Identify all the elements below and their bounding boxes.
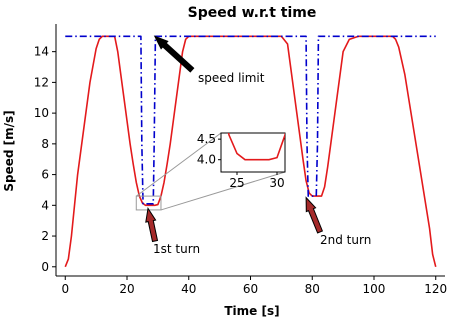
annotation-2nd-turn: 2nd turn xyxy=(320,233,371,247)
zoom-connector xyxy=(160,171,286,211)
x-tick-label: 20 xyxy=(119,282,134,296)
x-tick-label: 40 xyxy=(181,282,196,296)
zoom-connector xyxy=(135,132,222,197)
inset-x-tick-label: 30 xyxy=(269,176,284,190)
first-turn-arrow xyxy=(145,207,159,243)
speed-limit-line xyxy=(65,35,436,205)
x-tick-label: 120 xyxy=(424,282,447,296)
y-tick-label: 4 xyxy=(41,198,49,212)
x-tick-label: 0 xyxy=(61,282,69,296)
speed-line xyxy=(64,35,437,268)
y-axis-label: Speed [m/s] xyxy=(2,110,16,191)
annotation-speed-limit: speed limit xyxy=(198,71,265,85)
y-tick-label: 6 xyxy=(41,168,49,182)
inset-y-tick-label: 4.0 xyxy=(197,153,216,167)
x-tick-label: 60 xyxy=(243,282,258,296)
speed-limit-arrow xyxy=(153,35,195,73)
x-axis-label: Time [s] xyxy=(224,304,279,318)
y-tick-label: 0 xyxy=(41,260,49,274)
second-turn-arrow xyxy=(305,196,324,234)
inset-x-tick-label: 25 xyxy=(229,176,244,190)
y-tick-label: 10 xyxy=(34,106,49,120)
y-tick-label: 8 xyxy=(41,137,49,151)
chart-title: Speed w.r.t time xyxy=(188,5,317,21)
annotation-1st-turn: 1st turn xyxy=(153,242,200,256)
y-tick-label: 2 xyxy=(41,229,49,243)
inset-y-tick-label: 4.5 xyxy=(197,132,216,146)
x-tick-label: 100 xyxy=(363,282,386,296)
y-tick-label: 12 xyxy=(34,75,49,89)
x-tick-label: 80 xyxy=(305,282,320,296)
y-tick-label: 14 xyxy=(34,45,49,59)
